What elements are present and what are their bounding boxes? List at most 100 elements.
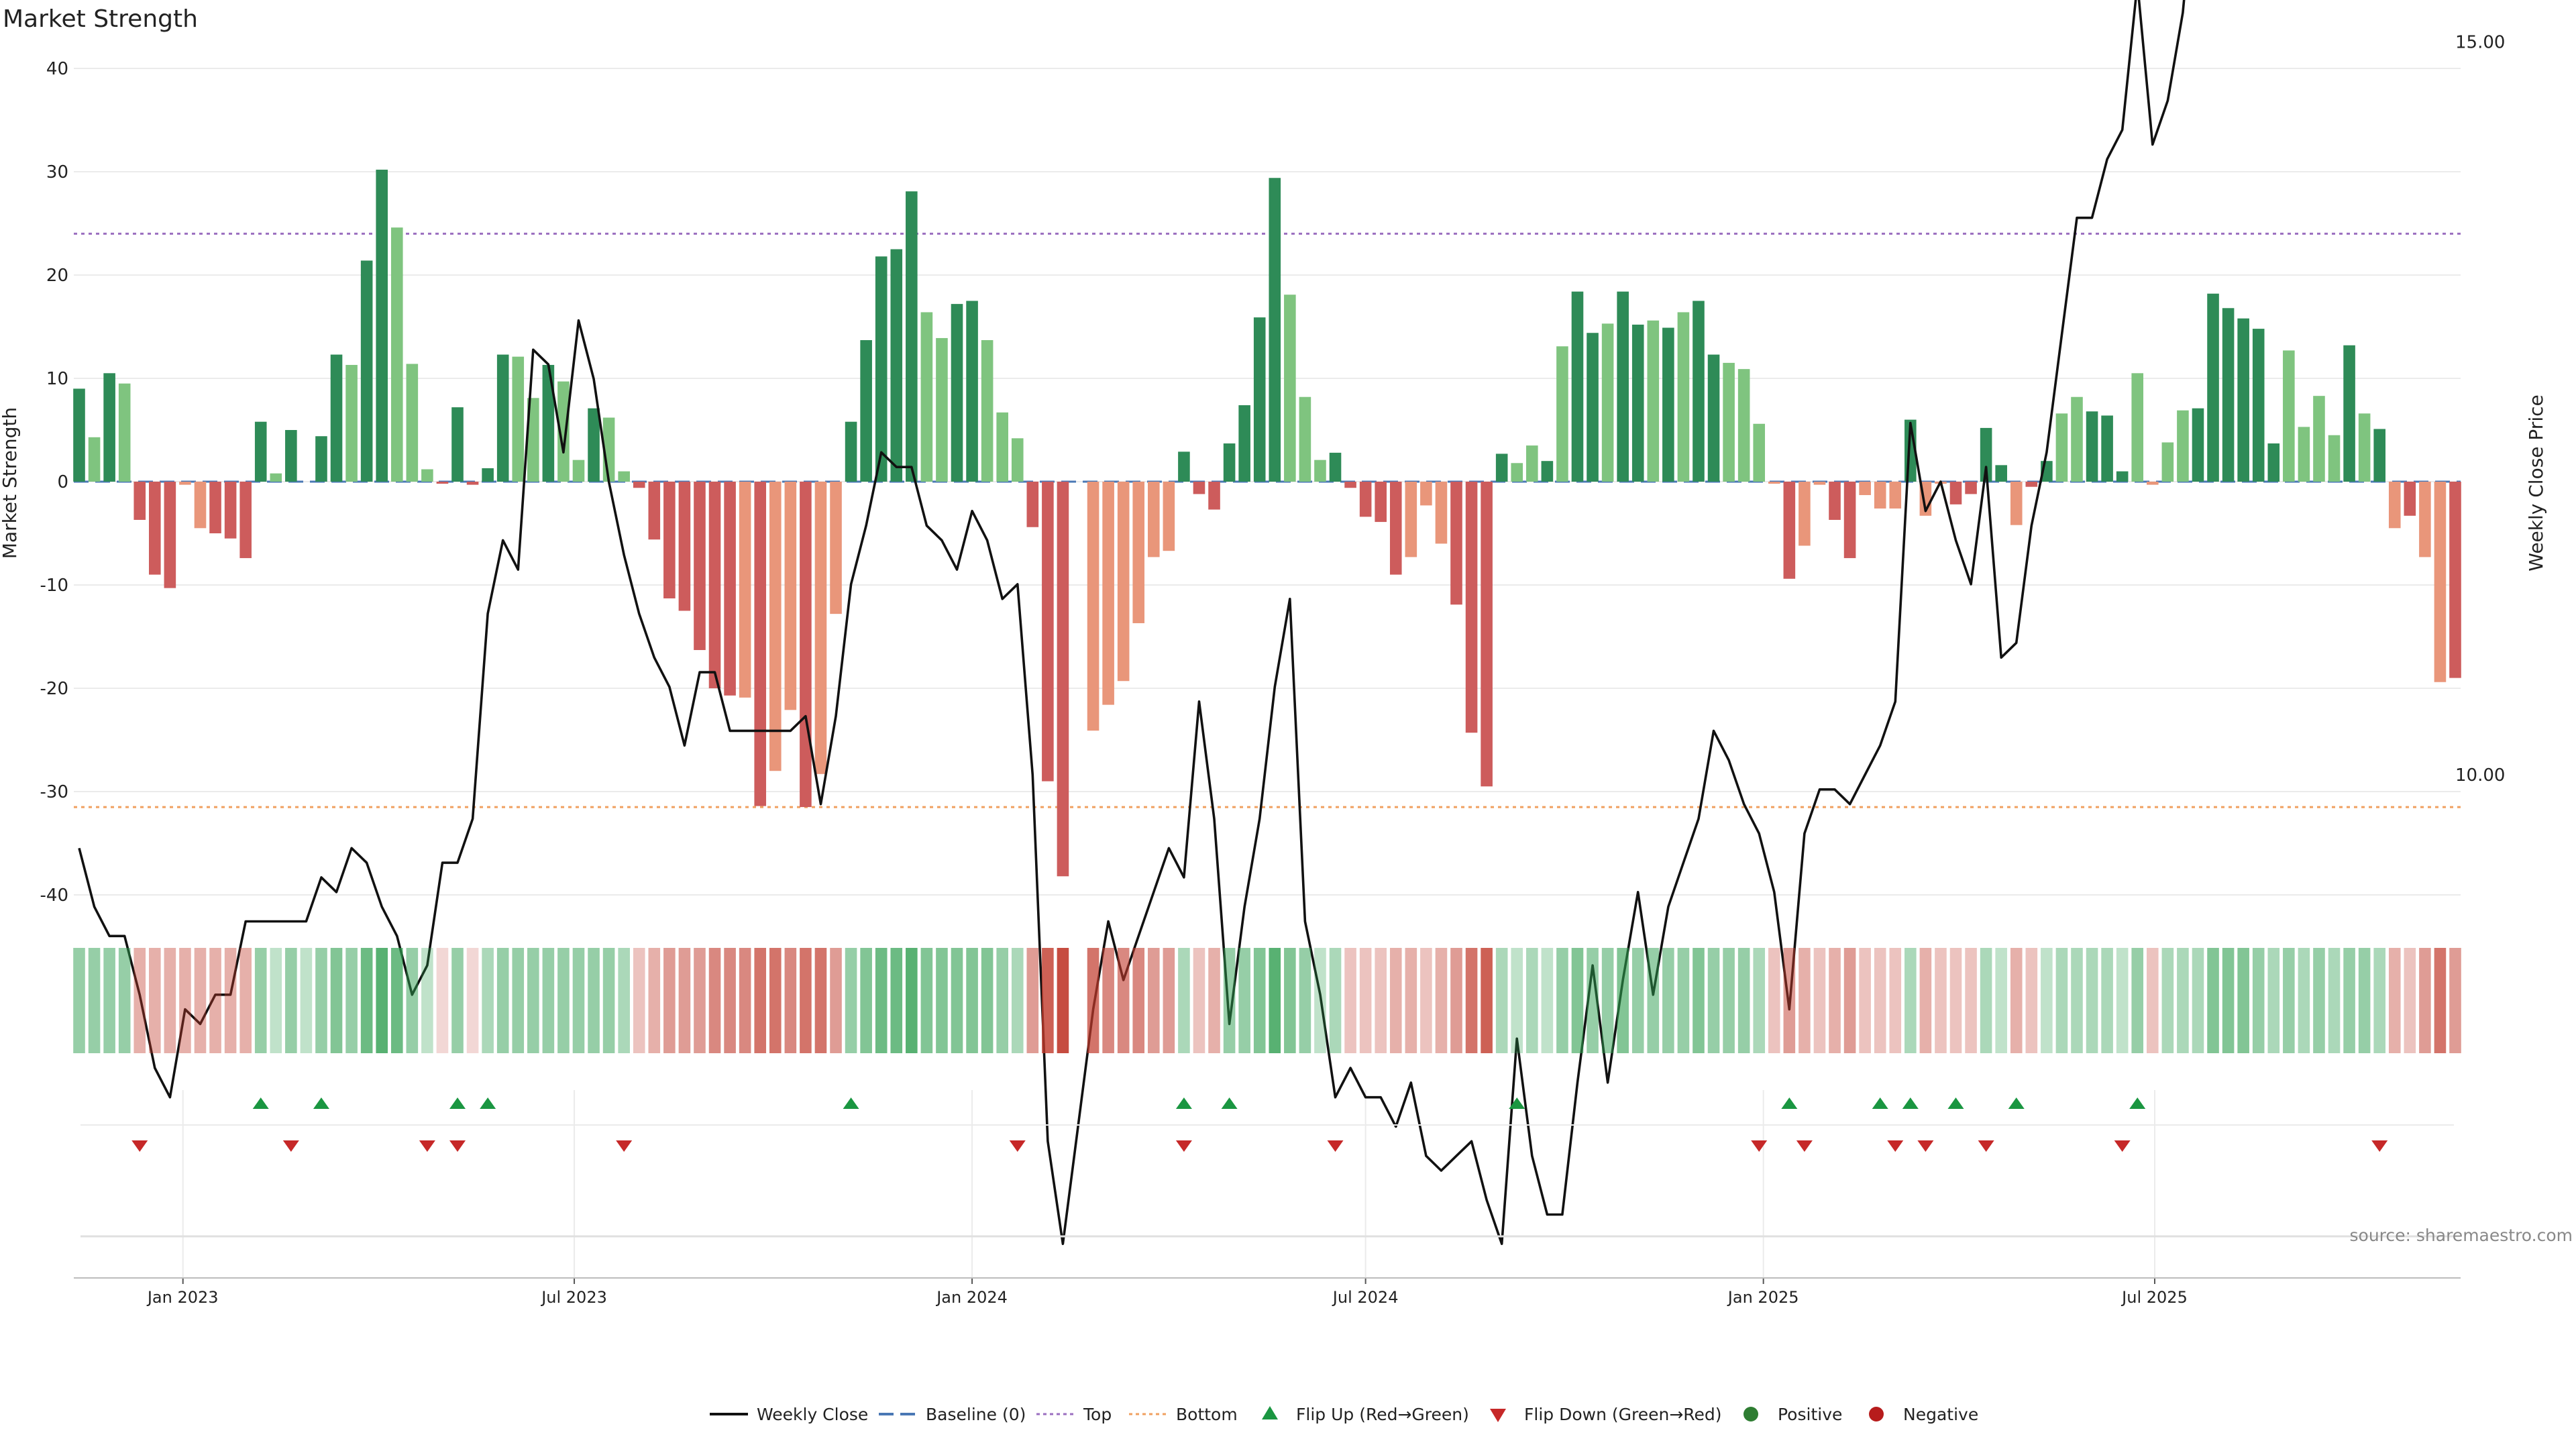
strength-bar xyxy=(2192,408,2204,482)
strip-cell xyxy=(1344,948,1356,1053)
strip-cell xyxy=(118,948,131,1053)
ytick-left-label: -20 xyxy=(40,679,68,699)
strip-cell xyxy=(194,948,207,1053)
strip-cell xyxy=(2192,948,2204,1053)
strip-cell xyxy=(2025,948,2038,1053)
strength-bar xyxy=(906,191,918,482)
strip-cell xyxy=(1677,948,1690,1053)
strength-bar xyxy=(1193,482,1205,494)
strip-cell xyxy=(2404,948,2416,1053)
strip-cell xyxy=(1163,948,1175,1053)
flip-markers xyxy=(131,1097,2388,1152)
ytick-left-label: -40 xyxy=(40,885,68,906)
strip-cell xyxy=(2252,948,2265,1053)
strip-cell xyxy=(103,948,115,1053)
strip-cell xyxy=(1587,948,1599,1053)
strength-bar xyxy=(194,482,207,529)
strip-cell xyxy=(966,948,978,1053)
strength-bar xyxy=(406,364,419,482)
strength-bar xyxy=(133,482,146,520)
strip-cell xyxy=(875,948,888,1053)
legend-weekly-close: Weekly Close xyxy=(757,1405,868,1424)
strength-bar xyxy=(1843,482,1856,558)
strength-bar xyxy=(966,301,978,482)
ylabel-left: Market Strength xyxy=(0,407,21,559)
strength-bar xyxy=(421,469,433,482)
strip-cell xyxy=(1329,948,1342,1053)
strength-bar xyxy=(678,482,691,611)
strip-cell xyxy=(451,948,464,1053)
strip-cell xyxy=(209,948,221,1053)
strip-cell xyxy=(436,948,449,1053)
ytick-left-label: -30 xyxy=(40,782,68,802)
strength-bar xyxy=(1481,482,1493,787)
ytick-right-label: 10.00 xyxy=(2455,765,2505,786)
strength-bar xyxy=(2237,318,2249,482)
xtick-label: Jul 2024 xyxy=(1332,1288,1399,1307)
strip-cell xyxy=(2177,948,2189,1053)
strength-bar xyxy=(875,256,888,482)
x-axis: Jan 2023 Jul 2023 Jan 2024 Jul 2024 Jan 2025… xyxy=(74,1277,2461,1307)
strength-bar xyxy=(1677,312,1690,482)
strength-bar xyxy=(1601,323,1614,482)
strength-bar xyxy=(1737,369,1750,482)
strength-bar xyxy=(2071,396,2083,482)
strip-cell xyxy=(1843,948,1856,1053)
source-note: source: sharemaestro.com xyxy=(2350,1226,2573,1245)
strip-cell xyxy=(376,948,388,1053)
strength-bar xyxy=(1375,482,1387,523)
strength-bar xyxy=(1344,482,1356,488)
strip-cell xyxy=(1556,948,1568,1053)
strength-bar xyxy=(2055,413,2068,482)
strength-bar xyxy=(1707,354,1720,482)
strength-bar xyxy=(315,436,327,482)
strip-cell xyxy=(2434,948,2447,1053)
strength-bar xyxy=(254,421,267,482)
strength-bar xyxy=(1132,482,1145,623)
strip-cell xyxy=(2071,948,2083,1053)
strength-bar xyxy=(1874,482,1886,509)
flip-up-marker xyxy=(1947,1097,1964,1109)
strip-cell xyxy=(421,948,433,1053)
strip-cell xyxy=(572,948,585,1053)
strength-bar xyxy=(1269,178,1281,482)
ytick-left-label: 0 xyxy=(57,472,68,492)
grid xyxy=(74,68,2461,1281)
legend-flip-up-icon xyxy=(1262,1406,1278,1419)
strength-bar xyxy=(920,312,933,482)
strength-bar xyxy=(73,388,85,482)
strength-bar xyxy=(390,227,403,482)
strength-bar xyxy=(2161,442,2174,482)
strip-cell xyxy=(663,948,676,1053)
ytick-left-label: -10 xyxy=(40,576,68,596)
strip-cell xyxy=(330,948,343,1053)
strip-cell xyxy=(739,948,751,1053)
strip-cell xyxy=(800,948,812,1053)
ytick-left-label: 10 xyxy=(46,369,68,389)
strip-cell xyxy=(224,948,237,1053)
strength-bar xyxy=(2434,482,2447,682)
strength-bar xyxy=(209,482,221,533)
strength-bar xyxy=(1949,482,1962,504)
strip-cell xyxy=(2283,948,2295,1053)
strength-bar xyxy=(2267,443,2280,482)
axes: 403020100-10-20-30-4030.0025.0020.0015.0… xyxy=(40,33,2506,906)
strength-bar xyxy=(2343,345,2355,482)
strength-bar xyxy=(1284,294,1296,482)
strength-bar xyxy=(739,482,751,698)
strength-bar xyxy=(1571,291,1584,482)
strength-bar xyxy=(996,412,1008,482)
flip-down-marker xyxy=(2371,1140,2388,1152)
flip-down-marker xyxy=(1887,1140,1904,1152)
strip-cell xyxy=(1631,948,1644,1053)
legend-flip-down-icon xyxy=(1490,1409,1506,1422)
strength-bar xyxy=(1495,453,1508,482)
strip-cell xyxy=(2298,948,2310,1053)
strip-cell xyxy=(1919,948,1932,1053)
strip-cell xyxy=(1117,948,1130,1053)
strength-bar xyxy=(2449,482,2461,678)
strength-bar xyxy=(2313,396,2325,482)
strength-bar xyxy=(1829,482,1841,520)
strength-bar xyxy=(482,468,494,482)
